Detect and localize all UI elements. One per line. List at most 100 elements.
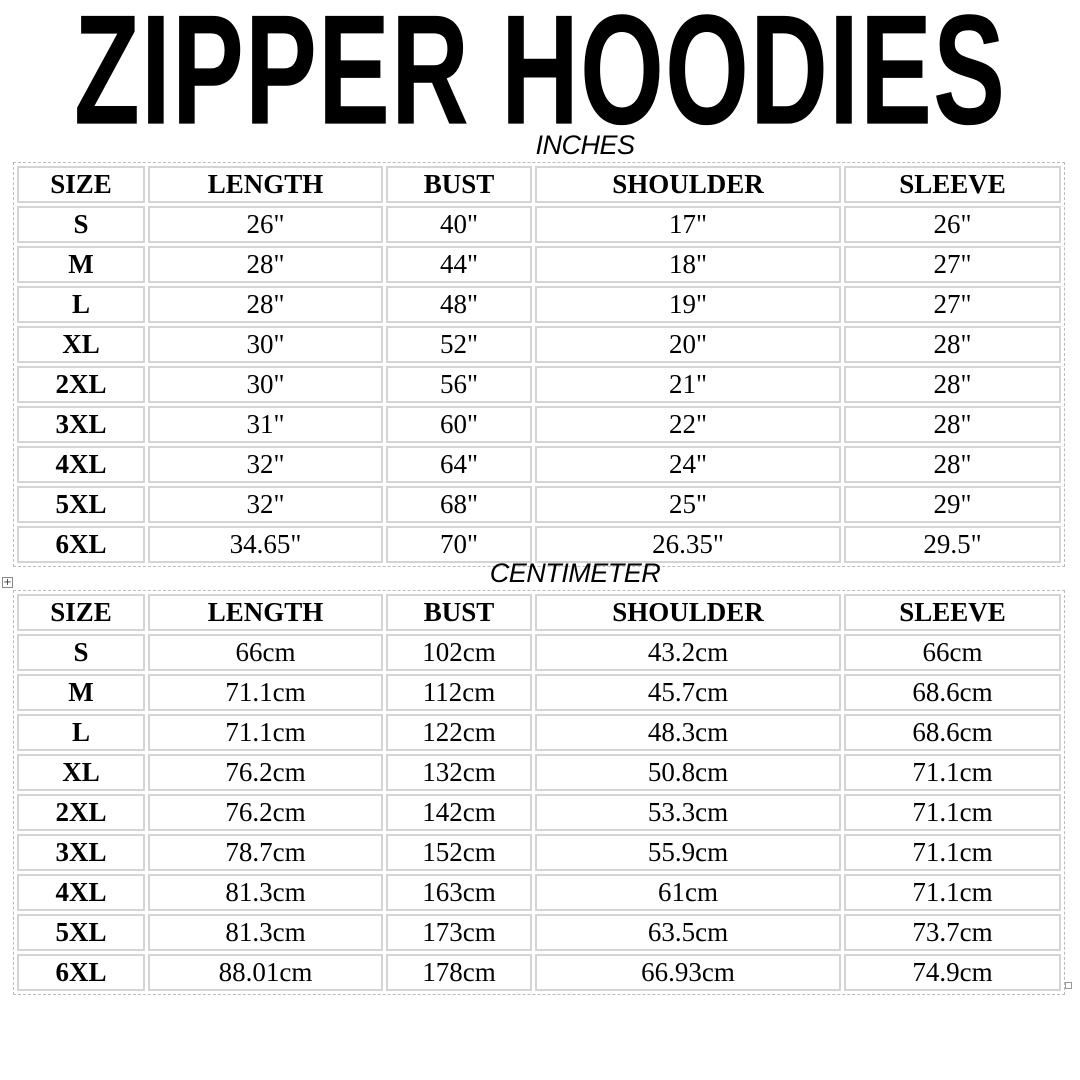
measurement-cell: 68.6cm xyxy=(844,714,1061,751)
size-cell: 2XL xyxy=(17,366,145,403)
size-cell: 2XL xyxy=(17,794,145,831)
measurement-cell: 102cm xyxy=(386,634,532,671)
table-row: 2XL 30" 56" 21" 28" xyxy=(17,366,1061,403)
measurement-cell: 68.6cm xyxy=(844,674,1061,711)
measurement-cell: 71.1cm xyxy=(148,714,383,751)
measurement-cell: 28" xyxy=(844,366,1061,403)
size-cell: L xyxy=(17,286,145,323)
measurement-cell: 30" xyxy=(148,326,383,363)
column-header: BUST xyxy=(386,166,532,203)
measurement-cell: 26.35" xyxy=(535,526,841,563)
column-header: LENGTH xyxy=(148,166,383,203)
measurement-cell: 53.3cm xyxy=(535,794,841,831)
table-row: 5XL 81.3cm 173cm 63.5cm 73.7cm xyxy=(17,914,1061,951)
table-row: M 28" 44" 18" 27" xyxy=(17,246,1061,283)
measurement-cell: 71.1cm xyxy=(844,754,1061,791)
size-table-inches: SIZE LENGTH BUST SHOULDER SLEEVE S 26" 40" 17" 26… xyxy=(13,162,1065,567)
measurement-cell: 70" xyxy=(386,526,532,563)
table-row: 4XL 32" 64" 24" 28" xyxy=(17,446,1061,483)
measurement-cell: 81.3cm xyxy=(148,914,383,951)
unit-label-inches: INCHES xyxy=(535,130,635,160)
measurement-cell: 27" xyxy=(844,246,1061,283)
measurement-cell: 26" xyxy=(844,206,1061,243)
measurement-cell: 68" xyxy=(386,486,532,523)
measurement-cell: 45.7cm xyxy=(535,674,841,711)
measurement-cell: 74.9cm xyxy=(844,954,1061,991)
table-row: 4XL 81.3cm 163cm 61cm 71.1cm xyxy=(17,874,1061,911)
measurement-cell: 71.1cm xyxy=(844,874,1061,911)
measurement-cell: 61cm xyxy=(535,874,841,911)
measurement-cell: 17" xyxy=(535,206,841,243)
measurement-cell: 25" xyxy=(535,486,841,523)
column-header: SIZE xyxy=(17,166,145,203)
measurement-cell: 19" xyxy=(535,286,841,323)
measurement-cell: 76.2cm xyxy=(148,794,383,831)
measurement-cell: 26" xyxy=(148,206,383,243)
column-header: SHOULDER xyxy=(535,594,841,631)
measurement-cell: 27" xyxy=(844,286,1061,323)
measurement-cell: 29" xyxy=(844,486,1061,523)
measurement-cell: 20" xyxy=(535,326,841,363)
measurement-cell: 29.5" xyxy=(844,526,1061,563)
square-icon[interactable] xyxy=(1065,982,1072,989)
measurement-cell: 34.65" xyxy=(148,526,383,563)
measurement-cell: 178cm xyxy=(386,954,532,991)
measurement-cell: 173cm xyxy=(386,914,532,951)
measurement-cell: 71.1cm xyxy=(844,794,1061,831)
measurement-cell: 64" xyxy=(386,446,532,483)
size-cell: 6XL xyxy=(17,526,145,563)
table-row: 3XL 31" 60" 22" 28" xyxy=(17,406,1061,443)
measurement-cell: 31" xyxy=(148,406,383,443)
measurement-cell: 28" xyxy=(148,286,383,323)
measurement-cell: 63.5cm xyxy=(535,914,841,951)
size-cell: XL xyxy=(17,326,145,363)
size-cell: M xyxy=(17,674,145,711)
plus-icon[interactable]: + xyxy=(2,577,13,588)
measurement-cell: 48.3cm xyxy=(535,714,841,751)
header-row: SIZE LENGTH BUST SHOULDER SLEEVE xyxy=(17,594,1061,631)
table-row: 3XL 78.7cm 152cm 55.9cm 71.1cm xyxy=(17,834,1061,871)
table-row: L 28" 48" 19" 27" xyxy=(17,286,1061,323)
unit-label-centimeter: CENTIMETER xyxy=(489,558,661,588)
size-cell: L xyxy=(17,714,145,751)
measurement-cell: 88.01cm xyxy=(148,954,383,991)
measurement-cell: 142cm xyxy=(386,794,532,831)
measurement-cell: 76.2cm xyxy=(148,754,383,791)
measurement-cell: 28" xyxy=(844,326,1061,363)
measurement-cell: 44" xyxy=(386,246,532,283)
page-title: ZIPPER HOODIES xyxy=(73,0,1007,157)
measurement-cell: 28" xyxy=(844,406,1061,443)
column-header: LENGTH xyxy=(148,594,383,631)
size-table-centimeter: SIZE LENGTH BUST SHOULDER SLEEVE S 66cm 102cm 43… xyxy=(13,590,1065,995)
column-header: BUST xyxy=(386,594,532,631)
measurement-cell: 73.7cm xyxy=(844,914,1061,951)
table-row: 5XL 32" 68" 25" 29" xyxy=(17,486,1061,523)
table-row: 6XL 88.01cm 178cm 66.93cm 74.9cm xyxy=(17,954,1061,991)
table-row: XL 30" 52" 20" 28" xyxy=(17,326,1061,363)
size-cell: S xyxy=(17,634,145,671)
measurement-cell: 66cm xyxy=(844,634,1061,671)
size-cell: XL xyxy=(17,754,145,791)
measurement-cell: 112cm xyxy=(386,674,532,711)
table-row: 2XL 76.2cm 142cm 53.3cm 71.1cm xyxy=(17,794,1061,831)
measurement-cell: 18" xyxy=(535,246,841,283)
measurement-cell: 78.7cm xyxy=(148,834,383,871)
measurement-cell: 52" xyxy=(386,326,532,363)
measurement-cell: 71.1cm xyxy=(844,834,1061,871)
measurement-cell: 152cm xyxy=(386,834,532,871)
measurement-cell: 28" xyxy=(148,246,383,283)
measurement-cell: 50.8cm xyxy=(535,754,841,791)
size-cell: 5XL xyxy=(17,486,145,523)
measurement-cell: 28" xyxy=(844,446,1061,483)
measurement-cell: 71.1cm xyxy=(148,674,383,711)
table-row: 6XL 34.65" 70" 26.35" 29.5" xyxy=(17,526,1061,563)
measurement-cell: 30" xyxy=(148,366,383,403)
size-cell: 6XL xyxy=(17,954,145,991)
measurement-cell: 40" xyxy=(386,206,532,243)
measurement-cell: 163cm xyxy=(386,874,532,911)
size-cell: 3XL xyxy=(17,406,145,443)
column-header: SLEEVE xyxy=(844,594,1061,631)
table-row: S 26" 40" 17" 26" xyxy=(17,206,1061,243)
column-header: SIZE xyxy=(17,594,145,631)
measurement-cell: 56" xyxy=(386,366,532,403)
